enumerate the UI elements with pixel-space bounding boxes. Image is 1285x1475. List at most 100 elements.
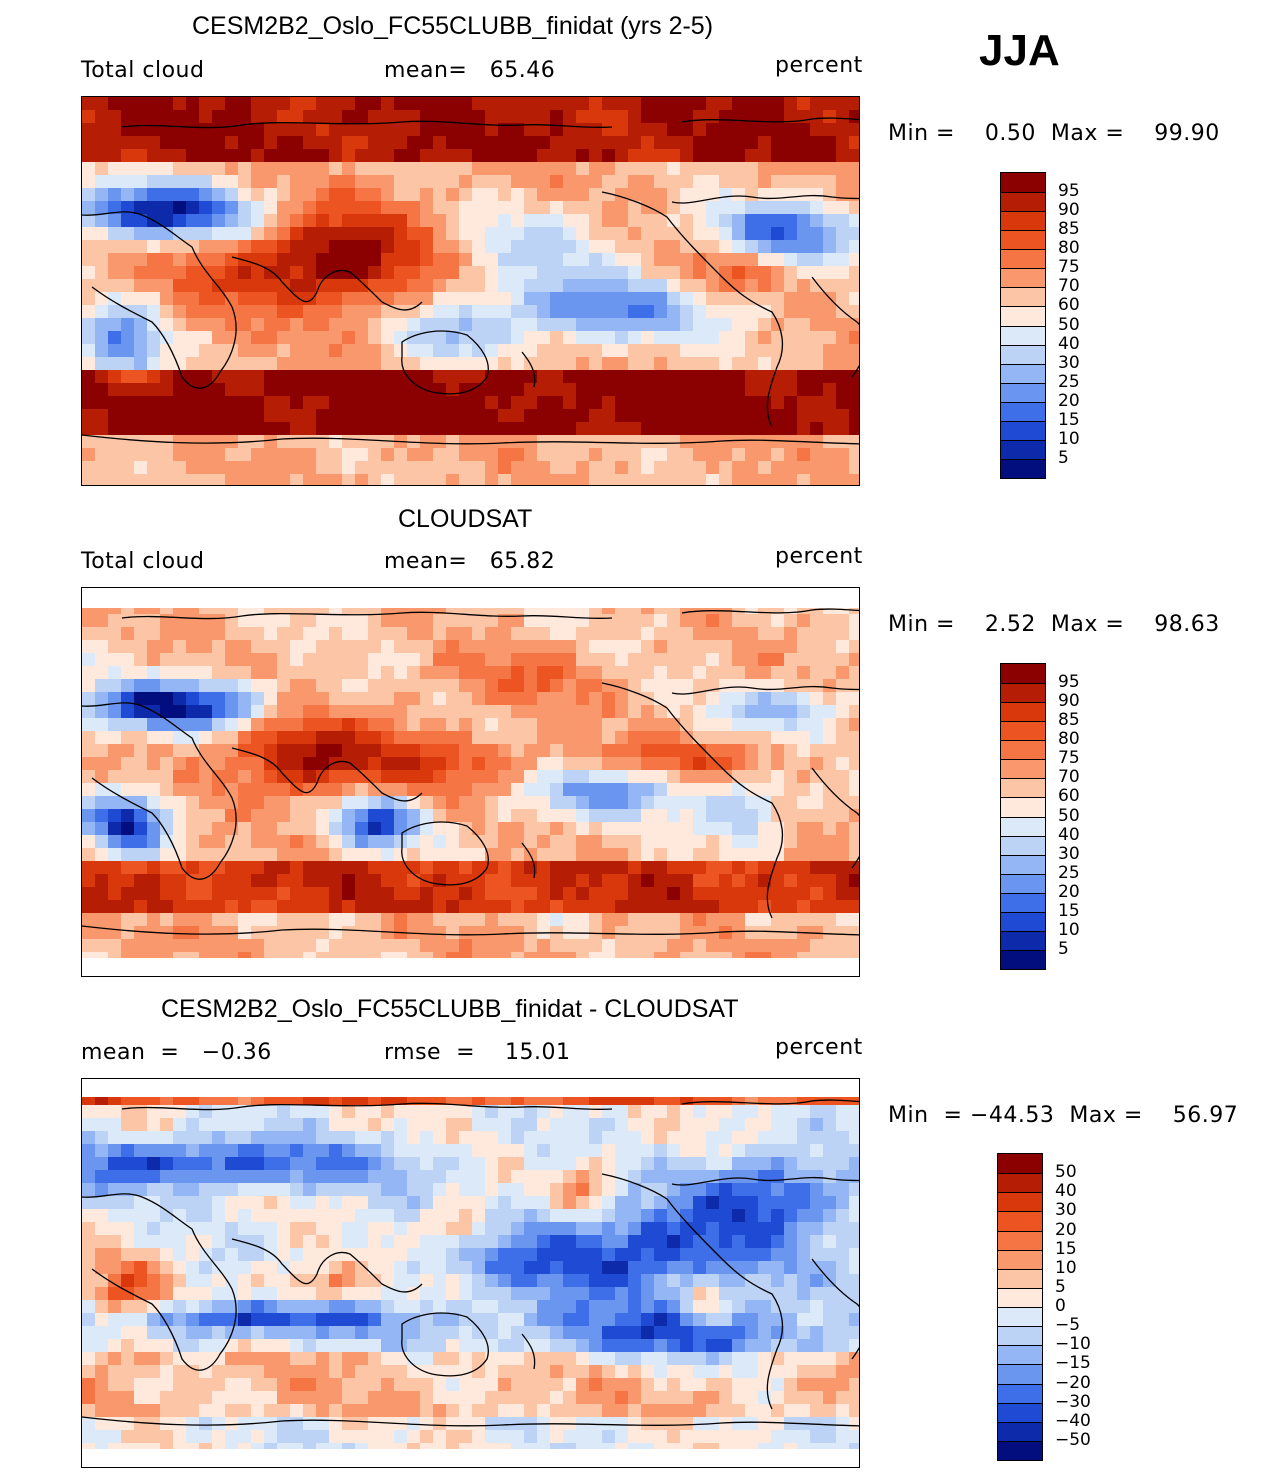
field-cell: [849, 757, 859, 771]
field-cell: [537, 344, 551, 358]
field-cell: [810, 1287, 824, 1301]
field-cell: [147, 409, 161, 423]
field-cell: [82, 1235, 96, 1249]
field-cell: [771, 1235, 785, 1249]
field-cell: [238, 731, 252, 745]
field-cell: [199, 770, 213, 784]
field-cell: [797, 614, 811, 628]
field-cell: [147, 848, 161, 862]
field-cell: [485, 266, 499, 280]
field-cell: [368, 900, 382, 914]
field-cell: [823, 692, 837, 706]
field-cell: [784, 409, 798, 423]
field-cell: [290, 214, 304, 228]
field-cell: [368, 1313, 382, 1327]
field-cell: [368, 1287, 382, 1301]
field-cell: [797, 1144, 811, 1158]
field-cell: [329, 474, 343, 485]
field-cell: [407, 1105, 421, 1119]
field-cell: [602, 887, 616, 901]
field-cell: [641, 305, 655, 319]
field-cell: [316, 175, 330, 189]
field-cell: [290, 461, 304, 475]
field-cell: [225, 1235, 239, 1249]
field-cell: [654, 1235, 668, 1249]
field-cell: [654, 266, 668, 280]
field-cell: [576, 1144, 590, 1158]
field-cell: [290, 357, 304, 371]
field-cell: [82, 448, 96, 462]
field-cell: [797, 1118, 811, 1132]
field-cell: [368, 1157, 382, 1171]
field-cell: [121, 1235, 135, 1249]
field-cell: [849, 214, 859, 228]
field-cell: [537, 1248, 551, 1262]
field-cell: [381, 357, 395, 371]
field-cell: [615, 1235, 629, 1249]
field-cell: [758, 822, 772, 836]
field-cell: [121, 1105, 135, 1119]
field-cell: [550, 666, 564, 680]
field-cell: [251, 861, 265, 875]
field-cell: [212, 162, 226, 176]
field-cell: [550, 1274, 564, 1288]
field-cell: [264, 1326, 278, 1340]
field-cell: [498, 1313, 512, 1327]
field-cell: [719, 1235, 733, 1249]
field-cell: [602, 422, 616, 436]
field-cell: [433, 97, 447, 111]
field-cell: [836, 939, 850, 953]
field-cell: [394, 1274, 408, 1288]
field-cell: [160, 201, 174, 215]
field-cell: [758, 1222, 772, 1236]
field-cell: [654, 383, 668, 397]
field-cell: [602, 435, 616, 449]
field-cell: [810, 214, 824, 228]
field-cell: [706, 253, 720, 267]
field-cell: [498, 666, 512, 680]
field-cell: [251, 396, 265, 410]
field-cell: [134, 1261, 148, 1275]
field-cell: [290, 848, 304, 862]
field-cell: [238, 396, 252, 410]
field-cell: [173, 770, 187, 784]
field-cell: [329, 357, 343, 371]
field-cell: [329, 409, 343, 423]
field-cell: [758, 1105, 772, 1119]
field-cell: [758, 357, 772, 371]
field-cell: [615, 357, 629, 371]
field-cell: [355, 1157, 369, 1171]
field-cell: [511, 461, 525, 475]
field-cell: [173, 705, 187, 719]
field-cell: [407, 744, 421, 758]
field-cell: [394, 653, 408, 667]
field-cell: [576, 1287, 590, 1301]
field-cell: [706, 1313, 720, 1327]
field-cell: [355, 357, 369, 371]
field-cell: [810, 1105, 824, 1119]
field-cell: [615, 396, 629, 410]
field-cell: [706, 770, 720, 784]
field-cell: [420, 614, 434, 628]
field-cell: [329, 926, 343, 940]
field-cell: [173, 627, 187, 641]
field-cell: [771, 409, 785, 423]
field-cell: [511, 1118, 525, 1132]
field-cell: [290, 1131, 304, 1145]
field-cell: [82, 679, 96, 693]
field-cell: [732, 422, 746, 436]
field-cell: [784, 1157, 798, 1171]
field-cell: [420, 331, 434, 345]
field-cell: [576, 1300, 590, 1314]
field-cell: [550, 253, 564, 267]
field-cell: [381, 1157, 395, 1171]
field-cell: [563, 1287, 577, 1301]
field-cell: [498, 370, 512, 384]
field-cell: [199, 718, 213, 732]
field-cell: [173, 757, 187, 771]
field-cell: [134, 136, 148, 150]
field-cell: [173, 435, 187, 449]
field-cell: [459, 796, 473, 810]
field-cell: [654, 175, 668, 189]
field-cell: [771, 1183, 785, 1197]
